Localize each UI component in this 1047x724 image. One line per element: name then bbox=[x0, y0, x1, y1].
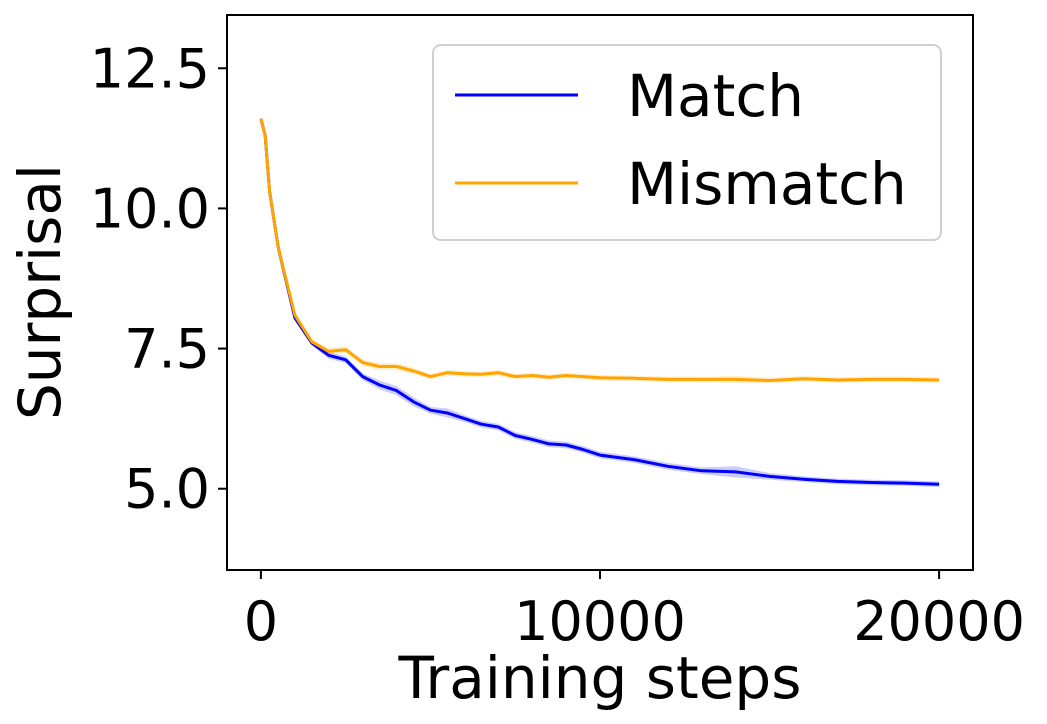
legend-label-mismatch: Mismatch bbox=[627, 150, 907, 218]
y-tick-label: 5.0 bbox=[124, 458, 210, 521]
x-axis: 0 10000 20000 bbox=[244, 570, 1025, 653]
x-tick-label: 0 bbox=[244, 590, 278, 653]
y-axis: 5.0 7.5 10.0 12.5 bbox=[90, 37, 227, 521]
x-tick-label: 20000 bbox=[853, 590, 1025, 653]
series-line-mismatch bbox=[259, 118, 940, 382]
y-tick-label: 7.5 bbox=[124, 318, 210, 381]
y-tick-label: 10.0 bbox=[90, 177, 210, 240]
legend-label-match: Match bbox=[627, 62, 804, 130]
x-tick-label: 10000 bbox=[514, 590, 686, 653]
legend: Match Mismatch bbox=[432, 44, 942, 241]
x-axis-label: Training steps bbox=[398, 644, 802, 712]
y-tick-label: 12.5 bbox=[90, 37, 210, 100]
series-line-match bbox=[259, 118, 940, 486]
y-axis-label: Surprisal bbox=[6, 164, 74, 420]
series-lines bbox=[259, 118, 940, 486]
